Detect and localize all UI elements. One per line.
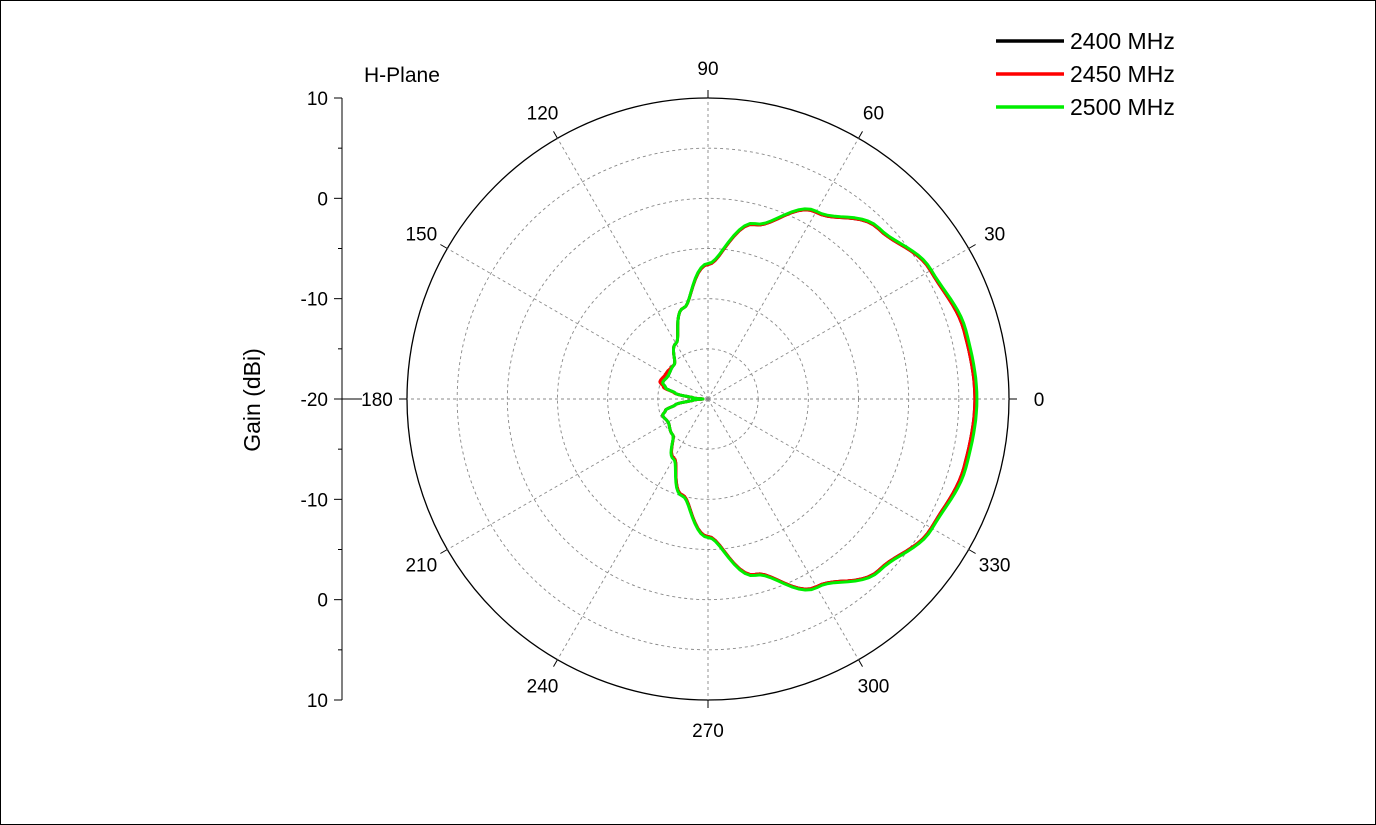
angle-tick-mark [858, 659, 863, 667]
radial-tick-label: 0 [317, 189, 328, 210]
y-axis-label: Gain (dBi) [239, 348, 265, 452]
angle-label: 0 [1034, 390, 1045, 411]
chart-title: H-Plane [364, 64, 440, 87]
radial-tick-label: -10 [301, 290, 328, 311]
angle-label: 240 [527, 677, 559, 698]
angle-label: 60 [863, 103, 884, 124]
grid-circle [456, 147, 960, 651]
series-line [661, 207, 979, 592]
grid-spoke [707, 398, 859, 660]
legend-label: 2400 MHz [1070, 28, 1175, 54]
angle-tick-mark [440, 549, 448, 554]
radial-tick-label: 10 [307, 691, 328, 712]
angle-tick-mark [553, 659, 558, 667]
series-curves [658, 207, 979, 592]
radial-tick-label: -20 [301, 390, 328, 411]
angle-label: 180 [361, 390, 393, 411]
angle-tick-mark [858, 131, 863, 139]
angle-tick-labels: 0 30 60 90 120 150 180 210 240 270 300 330 [361, 59, 1044, 742]
angle-label: 330 [979, 556, 1011, 577]
angle-label: 120 [527, 103, 559, 124]
angle-tick-mark [968, 549, 976, 554]
angle-label: 270 [692, 721, 724, 742]
angle-label: 300 [858, 677, 890, 698]
angle-label: 30 [984, 225, 1005, 246]
grid-spoke [707, 398, 969, 550]
legend: 2400 MHz 2450 MHz 2500 MHz [996, 28, 1175, 120]
radial-axis: 10 0 -10 -20 -10 0 10 [301, 89, 362, 712]
angle-label: 90 [697, 59, 718, 80]
grid-spoke [557, 398, 709, 660]
grid-spoke [707, 248, 969, 400]
radial-tick-label: -10 [301, 490, 328, 511]
angle-tick-mark [440, 244, 448, 249]
legend-label: 2500 MHz [1070, 94, 1175, 120]
grid-spoke [707, 138, 859, 400]
radial-tick-label: 0 [317, 591, 328, 612]
angle-label: 210 [405, 556, 437, 577]
angle-tick-mark [968, 244, 976, 249]
grid-spoke [447, 398, 709, 550]
polar-grid [399, 90, 1017, 708]
radial-tick-label: 10 [307, 89, 328, 110]
grid-circle [607, 298, 809, 500]
legend-label: 2450 MHz [1070, 61, 1175, 87]
angle-label: 150 [405, 225, 437, 246]
angle-tick-mark [553, 131, 558, 139]
grid-spoke [557, 138, 709, 400]
